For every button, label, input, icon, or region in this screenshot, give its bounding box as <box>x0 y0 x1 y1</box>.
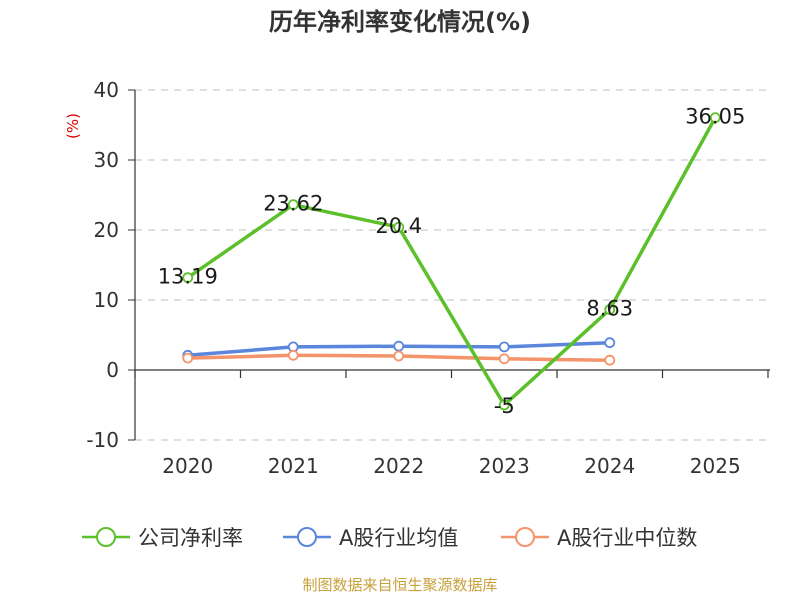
legend-item: A股行业中位数 <box>501 526 697 550</box>
legend-label: A股行业均值 <box>339 526 458 550</box>
y-tick-label: 10 <box>94 288 119 312</box>
series-line <box>186 116 717 407</box>
data-label: 23.62 <box>263 192 323 216</box>
data-point <box>604 337 616 349</box>
series-2 <box>182 349 616 366</box>
data-point <box>393 350 405 362</box>
series-1 <box>182 337 616 361</box>
data-point <box>287 199 299 211</box>
data-label: 8.63 <box>586 297 633 321</box>
legend-marker <box>515 527 535 547</box>
data-label: 20.4 <box>375 214 422 238</box>
data-point <box>498 399 510 411</box>
data-point <box>182 272 194 284</box>
y-tick-label: 30 <box>94 148 119 172</box>
y-axis-label: (%) <box>64 113 82 139</box>
legend-marker <box>96 527 116 547</box>
data-point <box>604 304 616 315</box>
legend-item: 公司净利率 <box>82 526 243 550</box>
data-label: 13.19 <box>158 265 218 289</box>
y-tick-labels: -10 0 10 20 30 40 <box>86 78 119 452</box>
legend-label: 公司净利率 <box>138 526 243 550</box>
data-labels: 13.19 23.62 20.4 -5 8.63 36.05 <box>158 105 746 418</box>
data-point <box>182 352 194 364</box>
data-point <box>393 221 405 233</box>
x-tick-label: 2023 <box>479 454 530 478</box>
legend-label: A股行业中位数 <box>557 526 697 550</box>
data-point <box>393 340 405 352</box>
source-note: 制图数据来自恒生聚源数据库 <box>302 576 497 594</box>
chart-title: 历年净利率变化情况(%) <box>269 8 531 36</box>
data-point <box>498 353 510 365</box>
series-0 <box>182 112 721 411</box>
x-tick-label: 2025 <box>690 454 741 478</box>
legend-item: A股行业均值 <box>283 526 458 550</box>
data-point <box>709 112 721 124</box>
x-tick-label: 2021 <box>268 454 319 478</box>
x-tick-labels: 2020 2021 2022 2023 2024 2025 <box>162 454 740 478</box>
data-label: 36.05 <box>685 105 745 129</box>
legend-marker <box>297 527 317 547</box>
data-point <box>604 354 616 366</box>
y-tick-label: 20 <box>94 218 119 242</box>
y-tick-label: 40 <box>94 78 119 102</box>
data-label: -5 <box>494 394 515 418</box>
axes <box>134 90 770 440</box>
x-tick-label: 2022 <box>373 454 424 478</box>
gridlines <box>128 89 768 441</box>
data-point <box>498 341 510 353</box>
data-point <box>287 349 299 361</box>
x-tick-label: 2020 <box>162 454 213 478</box>
y-tick-label: 0 <box>106 358 119 382</box>
x-tick-label: 2024 <box>584 454 635 478</box>
series-layer <box>182 112 721 411</box>
legend: 公司净利率 A股行业均值 A股行业中位数 <box>82 526 697 550</box>
y-tick-label: -10 <box>86 428 119 452</box>
